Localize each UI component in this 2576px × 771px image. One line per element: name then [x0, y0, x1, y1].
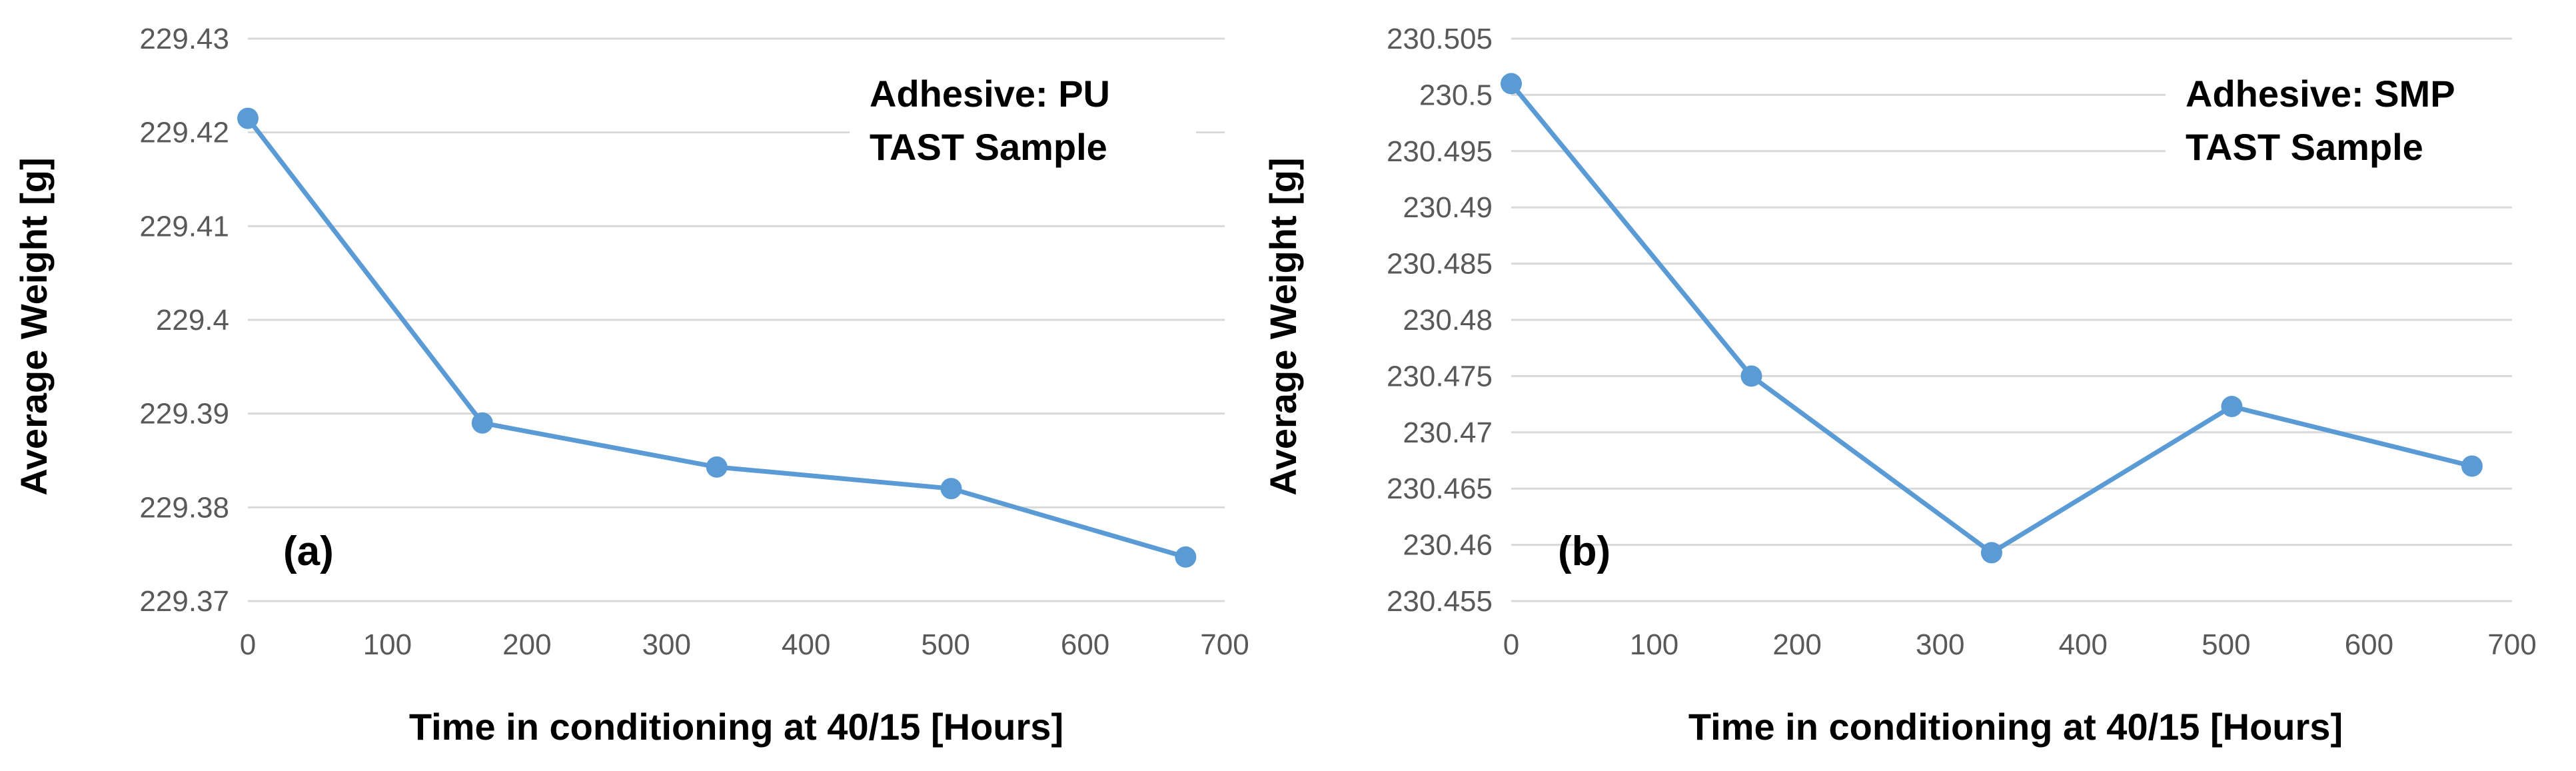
- data-point: [2461, 455, 2483, 477]
- y-axis-title: Average Weight [g]: [1262, 157, 1304, 495]
- x-tick-label: 600: [1061, 628, 1109, 661]
- y-tick-label: 230.49: [1403, 191, 1493, 224]
- chart-panel-b: 230.455 230.46 230.465 230.47 230.475 230.48 2…: [1262, 23, 2537, 748]
- annotation-line: TAST Sample: [870, 126, 1107, 168]
- data-point: [2221, 395, 2243, 417]
- data-point: [471, 412, 493, 434]
- y-tick-label: 230.48: [1403, 304, 1493, 337]
- y-tick-label: 230.5: [1419, 79, 1493, 111]
- y-tick-label: 230.475: [1387, 360, 1493, 392]
- y-axis-title: Average Weight [g]: [13, 157, 55, 495]
- data-point: [237, 107, 259, 129]
- x-axis-title: Time in conditioning at 40/15 [Hours]: [1688, 706, 2343, 748]
- x-tick-label: 200: [502, 628, 551, 661]
- data-point: [706, 456, 728, 478]
- x-tick-label: 200: [1772, 628, 1821, 661]
- annotation-line: Adhesive: SMP: [2186, 73, 2455, 115]
- x-tick-label: 400: [782, 628, 830, 661]
- y-tick-label: 230.465: [1387, 472, 1493, 505]
- annotation: Adhesive: SMP TAST Sample: [2166, 60, 2512, 187]
- annotation-background: [2166, 60, 2512, 187]
- y-tick-label: 230.46: [1403, 529, 1493, 562]
- data-point: [1740, 365, 1762, 387]
- x-axis-title: Time in conditioning at 40/15 [Hours]: [409, 706, 1063, 748]
- data-point: [1980, 542, 2002, 564]
- y-tick-label: 229.39: [139, 398, 229, 430]
- annotation: Adhesive: PU TAST Sample: [850, 60, 1196, 187]
- y-tick-label: 230.455: [1387, 585, 1493, 618]
- y-tick-label: 229.37: [139, 585, 229, 618]
- x-tick-label: 300: [642, 628, 691, 661]
- annotation-background: [850, 60, 1196, 187]
- x-tick-label: 700: [1200, 628, 1249, 661]
- y-tick-label: 230.495: [1387, 135, 1493, 168]
- y-tick-label: 229.42: [139, 117, 229, 149]
- x-tick-label: 400: [2059, 628, 2108, 661]
- y-tick-label: 230.505: [1387, 23, 1493, 55]
- data-point: [1175, 546, 1197, 568]
- x-tick-label: 500: [2202, 628, 2250, 661]
- panel-label: (b): [1558, 528, 1610, 574]
- x-tick-label: 700: [2487, 628, 2536, 661]
- annotation-line: Adhesive: PU: [870, 73, 1110, 115]
- x-tick-label: 300: [1916, 628, 1964, 661]
- x-tick-label: 500: [921, 628, 969, 661]
- y-tick-label: 229.38: [139, 491, 229, 524]
- x-tick-label: 600: [2345, 628, 2393, 661]
- data-point: [1501, 73, 1522, 95]
- data-point: [940, 478, 962, 500]
- x-tick-label: 0: [1503, 628, 1519, 661]
- y-tick-label: 230.485: [1387, 248, 1493, 281]
- annotation-line: TAST Sample: [2186, 126, 2423, 168]
- y-tick-label: 229.41: [139, 210, 229, 243]
- panel-label: (a): [283, 528, 334, 574]
- x-tick-label: 100: [1630, 628, 1678, 661]
- y-tick-label: 229.43: [139, 23, 229, 55]
- x-tick-label: 100: [363, 628, 412, 661]
- y-tick-label: 230.47: [1403, 416, 1493, 449]
- y-tick-label: 229.4: [156, 304, 229, 337]
- chart-panel-a: 229.37 229.38 229.39 229.4 229.41 229.42 229.4…: [13, 23, 1249, 748]
- x-tick-label: 0: [240, 628, 256, 661]
